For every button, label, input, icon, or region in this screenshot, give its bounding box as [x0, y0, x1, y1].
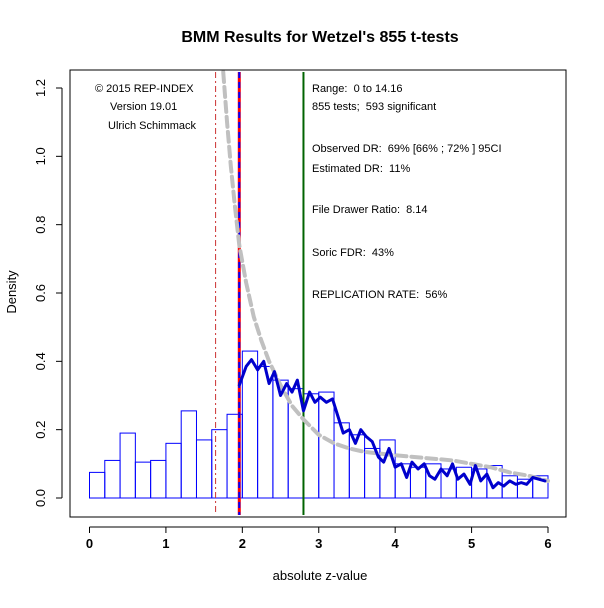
- histogram-bar: [180, 410, 197, 499]
- histogram-bar: [195, 439, 213, 499]
- x-tick-label: 0: [86, 536, 93, 551]
- histogram-bar: [348, 434, 366, 499]
- y-tick-label: 1.0: [33, 147, 48, 165]
- axes-layer: 0 1 2 3 4 5 6 0.0 0.2 0.4 0.6 0.8 1.0 1.2: [33, 79, 552, 551]
- y-tick-label: 0.6: [33, 284, 48, 302]
- histogram-bar: [119, 432, 136, 499]
- x-tick-label: 2: [239, 536, 246, 551]
- annotation-left: Ulrich Schimmack: [108, 120, 197, 132]
- observed-density-curve: [237, 358, 547, 490]
- annotation-right: File Drawer Ratio: 8.14: [312, 204, 428, 216]
- y-tick-label: 0.2: [33, 421, 48, 439]
- estimated-density-curve: [221, 70, 550, 483]
- histogram-bar: [318, 391, 335, 499]
- annotations-left: © 2015 REP-INDEX Version 19.01 Ulrich Schi…: [95, 83, 197, 132]
- y-tick-label: 0.0: [33, 489, 48, 507]
- histogram-bar: [150, 459, 167, 499]
- x-tick-label: 3: [315, 536, 322, 551]
- annotation-right: REPLICATION RATE: 56%: [312, 289, 448, 301]
- x-tick-label: 1: [162, 536, 169, 551]
- x-tick-label: 4: [392, 536, 400, 551]
- y-tick-label: 0.8: [33, 216, 48, 234]
- plot-frame: [69, 69, 567, 518]
- x-tick-label: 5: [468, 536, 475, 551]
- histogram-bar: [257, 365, 274, 499]
- histogram-bar: [89, 471, 106, 499]
- histogram-layer: [89, 350, 549, 499]
- histogram-bar: [165, 442, 182, 499]
- curves-layer: [221, 70, 550, 490]
- y-axis-label: Density: [4, 270, 19, 314]
- histogram-bar: [302, 393, 320, 499]
- annotation-left: © 2015 REP-INDEX: [95, 83, 194, 95]
- chart-title: BMM Results for Wetzel's 855 t-tests: [181, 29, 458, 46]
- y-tick-label: 1.2: [33, 79, 48, 97]
- vertical-lines-layer: [215, 72, 305, 515]
- histogram-bar: [532, 475, 549, 499]
- y-tick-label: 0.4: [33, 352, 48, 370]
- x-axis-label: absolute z-value: [273, 568, 368, 583]
- annotation-right: Estimated DR: 11%: [312, 163, 410, 175]
- annotation-left: Version 19.01: [110, 101, 177, 113]
- histogram-bar: [409, 466, 427, 499]
- histogram-bar: [333, 422, 350, 499]
- histogram-bar: [134, 461, 152, 499]
- annotation-right: 855 tests; 593 significant: [312, 101, 436, 113]
- histogram-bar: [104, 459, 121, 499]
- histogram-bar: [211, 429, 228, 499]
- annotation-right: Range: 0 to 14.16: [312, 83, 403, 95]
- annotation-right: Observed DR: 69% [66% ; 72% ] 95CI: [312, 143, 502, 155]
- x-tick-label: 6: [544, 536, 551, 551]
- annotation-right: Soric FDR: 43%: [312, 247, 394, 259]
- annotations-right: Range: 0 to 14.16 855 tests; 593 signific…: [312, 83, 502, 301]
